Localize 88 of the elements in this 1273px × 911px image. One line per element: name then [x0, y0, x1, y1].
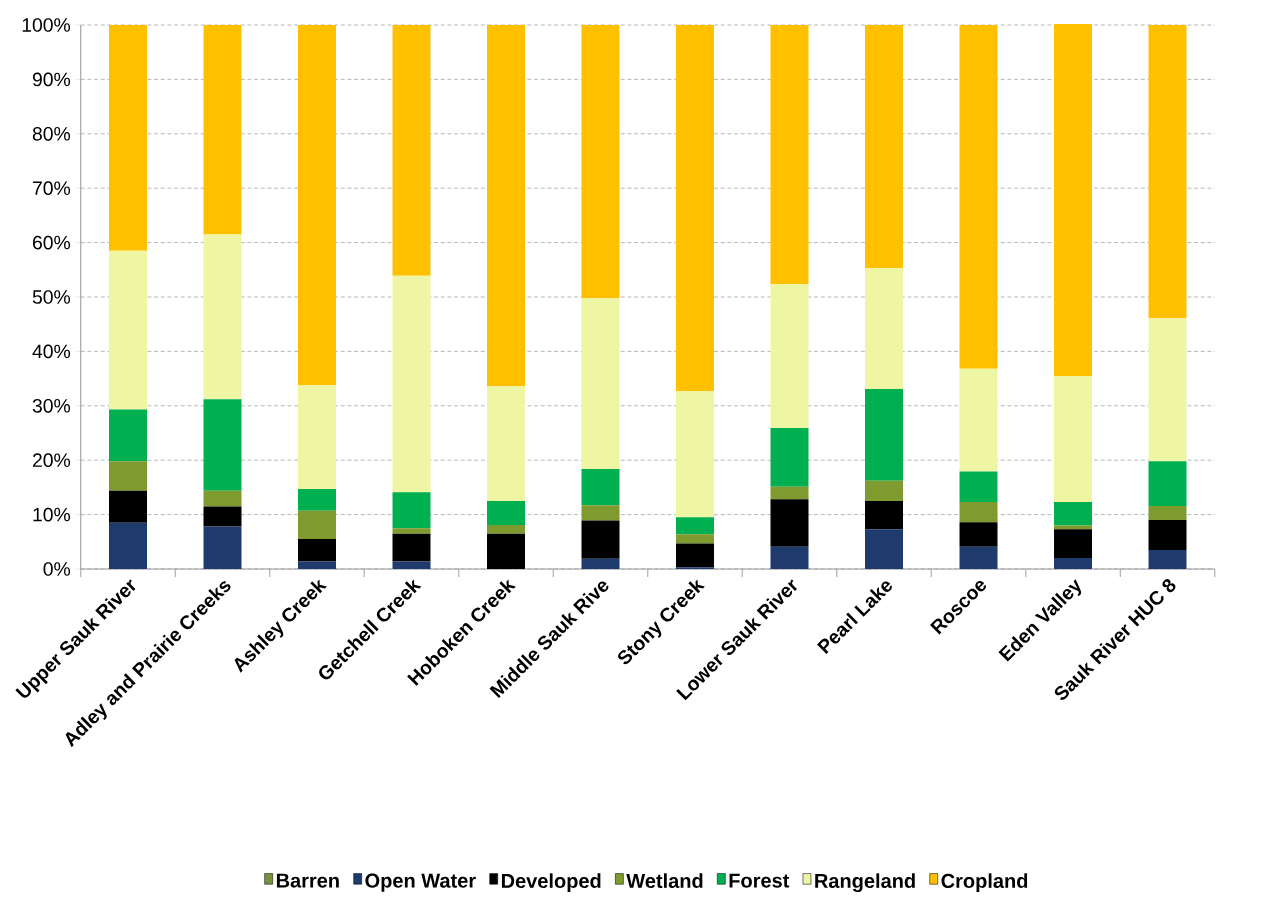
bar [203, 234, 242, 400]
bar [392, 275, 431, 493]
bar [581, 298, 620, 469]
bar [865, 480, 904, 501]
bar [1054, 375, 1093, 503]
bar [770, 283, 809, 429]
bar [959, 471, 998, 503]
bar [298, 510, 337, 540]
bar [959, 546, 998, 569]
bar [1054, 529, 1093, 559]
bar [203, 399, 242, 491]
y-tick-label: 10% [33, 507, 71, 522]
bar [298, 385, 337, 490]
bar [959, 25, 998, 369]
bar [392, 25, 431, 276]
bar [676, 517, 715, 535]
bar [298, 25, 337, 386]
bar [203, 526, 242, 569]
bar [109, 522, 148, 569]
y-tick-label: 90% [32, 72, 71, 87]
bar [109, 490, 148, 523]
legend-label: Developed [501, 873, 601, 892]
bar [487, 524, 526, 534]
bar [392, 533, 431, 562]
bar [1054, 502, 1093, 526]
y-tick-label: 80% [32, 126, 71, 141]
bar [581, 520, 620, 559]
bar [770, 428, 809, 487]
bar [1148, 461, 1187, 506]
legend-label: Cropland [941, 873, 1028, 892]
bar [109, 409, 148, 462]
y-tick-label: 70% [33, 181, 71, 196]
bar [487, 386, 526, 501]
legend-label: Open Water [365, 873, 476, 892]
bar [1054, 525, 1093, 530]
bar [676, 25, 715, 392]
legend-label: Wetland [626, 873, 703, 888]
bar [1148, 549, 1187, 569]
bar [298, 539, 337, 562]
bar [109, 461, 148, 491]
bar [770, 499, 809, 547]
y-tick-label: 20% [33, 453, 71, 468]
bar [298, 489, 337, 511]
bar [676, 543, 715, 568]
bar [865, 25, 904, 269]
bar [1054, 23, 1093, 376]
bar [959, 522, 998, 547]
bar [865, 388, 904, 481]
bar [203, 25, 242, 235]
bar [770, 25, 809, 284]
legend-label: Barren [276, 873, 339, 888]
y-tick-label: 60% [33, 235, 71, 250]
bar [865, 268, 904, 389]
bar [1148, 505, 1187, 521]
bar [959, 502, 998, 523]
bar [1148, 318, 1187, 462]
bar [487, 533, 526, 569]
y-tick-label: 100% [22, 18, 71, 32]
y-tick-label: 40% [32, 344, 71, 359]
bar [203, 490, 242, 507]
bar [581, 25, 620, 299]
bar [487, 501, 526, 525]
bar [487, 25, 526, 387]
bar [865, 529, 904, 569]
y-tick-label: 50% [32, 290, 71, 304]
bar [581, 468, 620, 506]
bar [109, 250, 148, 410]
bar [676, 391, 715, 518]
bar [959, 368, 998, 472]
bar [865, 501, 904, 530]
bar [109, 25, 148, 251]
bar [392, 492, 431, 529]
bar [676, 534, 715, 544]
bar [1148, 520, 1187, 550]
bar [1054, 558, 1093, 569]
bar [392, 561, 431, 569]
bar [581, 505, 620, 521]
bar [203, 506, 242, 527]
bar [392, 528, 431, 534]
y-tick-label: 0% [43, 562, 71, 576]
y-tick-label: 30% [32, 398, 71, 413]
legend-label: Forest [729, 873, 790, 888]
bar [770, 486, 809, 500]
bar [581, 558, 620, 569]
bar [1148, 25, 1187, 319]
bar [298, 561, 337, 569]
bar [770, 546, 809, 569]
legend-label: Rangeland [815, 873, 915, 893]
